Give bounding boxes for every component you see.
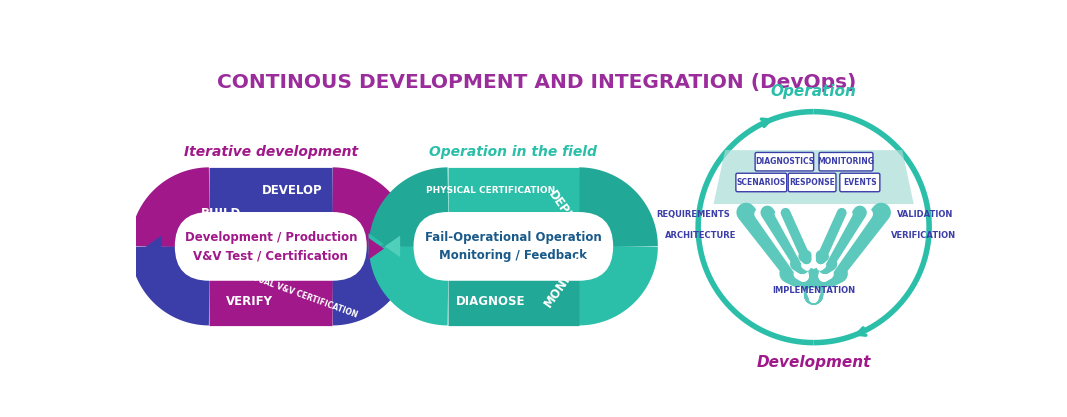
Text: Iterative development: Iterative development <box>184 146 357 159</box>
Text: MONITOR: MONITOR <box>542 250 589 309</box>
Text: ARCHITECTURE: ARCHITECTURE <box>665 231 736 240</box>
FancyBboxPatch shape <box>840 173 880 192</box>
Text: VERIFICATION: VERIFICATION <box>891 231 956 240</box>
Text: Operation in the field: Operation in the field <box>429 146 598 159</box>
Polygon shape <box>368 238 384 259</box>
Text: RESPONSE: RESPONSE <box>790 178 835 187</box>
Text: EVENTS: EVENTS <box>843 178 877 187</box>
FancyBboxPatch shape <box>414 212 614 281</box>
Text: VALIDATION: VALIDATION <box>896 210 953 219</box>
Text: DEPLOY: DEPLOY <box>545 188 586 238</box>
Text: CONTINOUS DEVELOPMENT AND INTEGRATION (DevOps): CONTINOUS DEVELOPMENT AND INTEGRATION (D… <box>217 73 856 92</box>
FancyBboxPatch shape <box>819 153 873 171</box>
Text: Fail-Operational Operation: Fail-Operational Operation <box>425 231 602 244</box>
Text: V&V Test / Certification: V&V Test / Certification <box>193 249 348 262</box>
Text: DEVELOP: DEVELOP <box>262 184 322 198</box>
Text: Development: Development <box>757 355 871 370</box>
Text: IMPLEMENTATION: IMPLEMENTATION <box>773 286 856 295</box>
Text: REQUIREMENTS: REQUIREMENTS <box>656 210 731 219</box>
FancyBboxPatch shape <box>736 173 786 192</box>
FancyBboxPatch shape <box>755 153 814 171</box>
Polygon shape <box>391 233 394 259</box>
FancyBboxPatch shape <box>175 212 367 281</box>
FancyBboxPatch shape <box>789 173 835 192</box>
Polygon shape <box>714 150 913 204</box>
Text: VIRTUAL V&V CERTIFICATION: VIRTUAL V&V CERTIFICATION <box>238 268 359 319</box>
Text: MONITORING: MONITORING <box>817 157 875 166</box>
Text: PHYSICAL CERTIFICATION: PHYSICAL CERTIFICATION <box>426 186 555 196</box>
Text: VERIFY: VERIFY <box>226 295 273 308</box>
Polygon shape <box>385 236 400 257</box>
Text: Development / Production: Development / Production <box>185 231 357 244</box>
Polygon shape <box>146 236 161 257</box>
Text: DIAGNOSTICS: DIAGNOSTICS <box>754 157 814 166</box>
Polygon shape <box>386 233 391 259</box>
Text: DIAGNOSE: DIAGNOSE <box>456 295 525 308</box>
Text: Operation: Operation <box>770 84 857 99</box>
Text: SCENARIOS: SCENARIOS <box>736 178 786 187</box>
Polygon shape <box>368 233 384 255</box>
Text: Monitoring / Feedback: Monitoring / Feedback <box>440 249 587 262</box>
Text: BUILD: BUILD <box>201 207 241 220</box>
